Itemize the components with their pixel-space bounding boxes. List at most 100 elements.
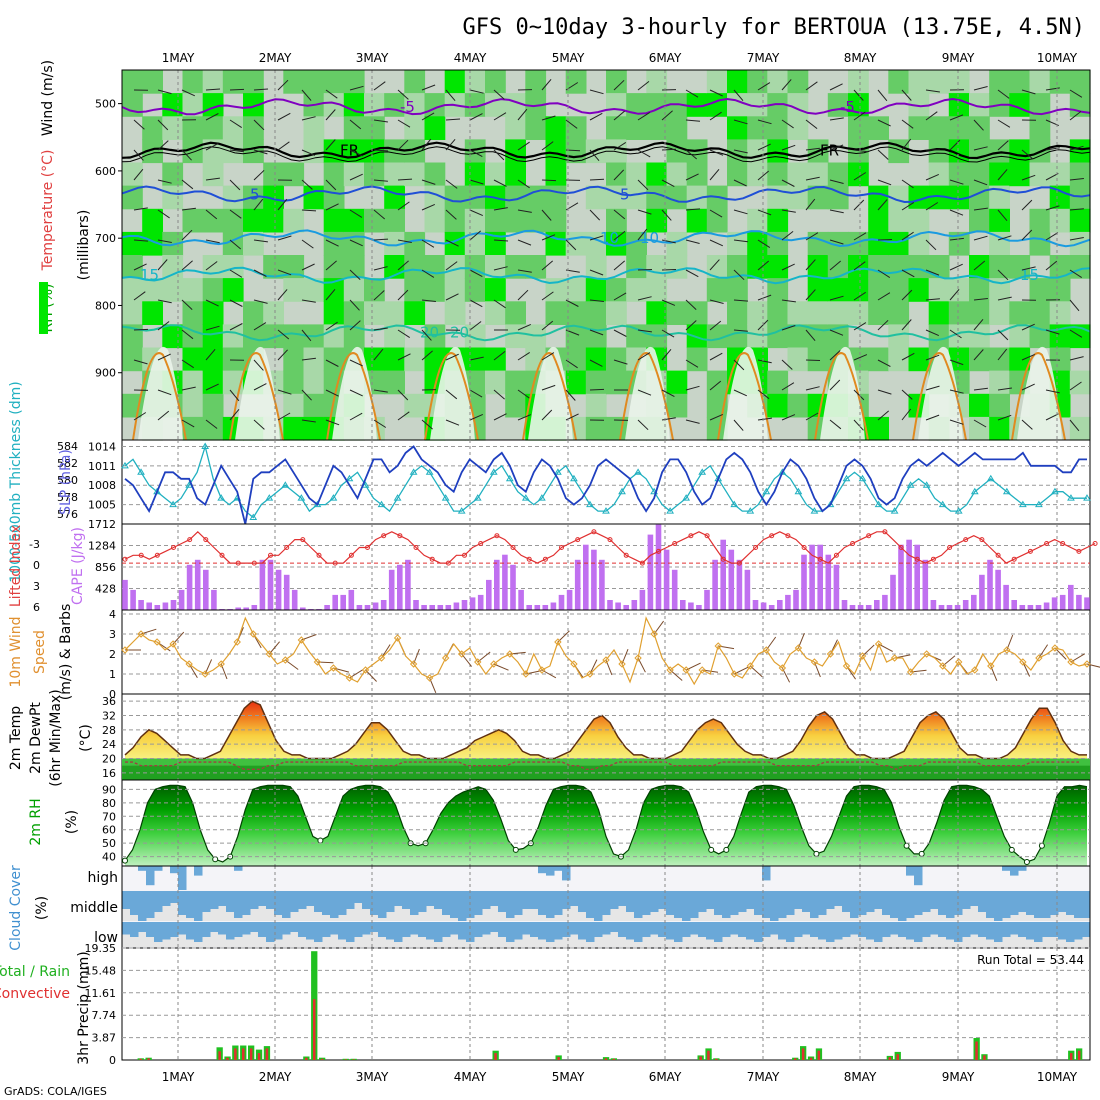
wind-barb bbox=[997, 209, 1008, 222]
cape-bar bbox=[558, 594, 565, 610]
wind-barb bbox=[661, 110, 673, 121]
rh-cell bbox=[444, 208, 466, 233]
li-marker bbox=[769, 533, 775, 539]
wind-marker bbox=[730, 670, 738, 678]
rh-cell bbox=[989, 301, 1010, 325]
cloud-bar bbox=[618, 922, 627, 937]
wind-barb bbox=[901, 231, 914, 241]
wind-barb bbox=[973, 298, 988, 301]
li-marker bbox=[559, 545, 564, 550]
wind-marker bbox=[409, 660, 418, 668]
thickness-marker bbox=[810, 507, 819, 514]
contour-label: -5 bbox=[840, 98, 855, 116]
rh-cell bbox=[989, 185, 1010, 210]
warm-contour bbox=[717, 352, 772, 441]
thickness-marker bbox=[1067, 494, 1075, 501]
cape-bar bbox=[696, 605, 702, 610]
wind-barb bbox=[157, 353, 171, 361]
cloud-bar bbox=[362, 922, 371, 935]
wind-marker bbox=[858, 652, 867, 660]
wind-barb bbox=[613, 260, 626, 271]
rh-cell bbox=[686, 93, 708, 117]
cloud-bar bbox=[794, 922, 803, 937]
cloud-bar bbox=[898, 891, 907, 921]
rh-cell bbox=[706, 370, 728, 395]
cape-bar bbox=[413, 600, 419, 610]
wind-barb bbox=[493, 413, 507, 421]
li-marker bbox=[365, 545, 370, 550]
wind-marker bbox=[474, 658, 482, 666]
rh-cell bbox=[948, 301, 970, 325]
wind-tick-label: 4 bbox=[109, 608, 116, 621]
wind-barb bbox=[397, 289, 409, 301]
cloud-bar bbox=[418, 922, 427, 937]
rh-tick-label: 70 bbox=[102, 810, 116, 823]
cloud-bar bbox=[930, 922, 939, 935]
wind-marker bbox=[522, 670, 530, 678]
rh-cell bbox=[464, 231, 486, 256]
wind-barb bbox=[181, 260, 193, 271]
wind-barb bbox=[469, 149, 483, 158]
cloud-bar bbox=[738, 922, 747, 937]
cape-bar bbox=[841, 600, 848, 610]
rh-cell bbox=[323, 324, 345, 349]
precip-convective-bar bbox=[249, 1048, 253, 1060]
wind-barb bbox=[613, 230, 626, 241]
wind-marker bbox=[602, 656, 610, 664]
cloud-bar bbox=[914, 866, 923, 886]
cloud-bar bbox=[858, 891, 867, 915]
wind-barb bbox=[733, 269, 745, 281]
wind-barb bbox=[1069, 381, 1082, 391]
rh-cell bbox=[384, 347, 405, 372]
wind-barb bbox=[541, 384, 556, 391]
rh-cell bbox=[787, 93, 809, 117]
wind-barb bbox=[805, 81, 818, 91]
wind-barb bbox=[997, 387, 1012, 391]
wind-barb bbox=[853, 389, 865, 401]
cloud-bar bbox=[250, 891, 259, 909]
wind-barb bbox=[661, 239, 676, 244]
rh-cell bbox=[182, 208, 204, 233]
cape-bar bbox=[930, 600, 937, 610]
rh-cell bbox=[384, 139, 405, 164]
wind-barb bbox=[685, 419, 700, 424]
wind-marker bbox=[714, 642, 722, 650]
rh-cell bbox=[343, 208, 365, 233]
rh-cell bbox=[283, 393, 305, 418]
rh-cell bbox=[1029, 116, 1051, 140]
rh-cell bbox=[928, 185, 950, 210]
precip-frame bbox=[121, 947, 1091, 1061]
cape-bar bbox=[1043, 602, 1050, 610]
cape-bar bbox=[874, 600, 880, 610]
wind-barb bbox=[301, 357, 316, 361]
cloud-bar bbox=[658, 922, 667, 937]
wind-marker bbox=[1067, 658, 1075, 666]
wind-barb bbox=[901, 289, 913, 301]
rh-cell bbox=[989, 162, 1010, 187]
cloud-bar bbox=[1018, 866, 1027, 871]
thickness-marker bbox=[489, 468, 498, 475]
rh-dry-patch bbox=[723, 346, 768, 440]
cape-bar bbox=[259, 559, 266, 610]
wind-barb bbox=[229, 323, 243, 331]
cloud-bar bbox=[410, 922, 419, 935]
li-marker bbox=[235, 560, 241, 566]
rh-marker bbox=[1038, 842, 1045, 849]
cloud-bar bbox=[130, 922, 139, 937]
rh-cell bbox=[767, 162, 789, 187]
rh-cell bbox=[646, 70, 668, 94]
contour-label: 20 bbox=[450, 323, 469, 341]
wind-marker bbox=[1051, 644, 1059, 652]
wind-marker bbox=[233, 638, 241, 646]
wind-barb bbox=[565, 359, 578, 369]
wind-marker bbox=[682, 666, 690, 674]
wind-barb bbox=[781, 325, 796, 331]
day-label-bottom: 1MAY bbox=[162, 1070, 195, 1084]
cloud-bar bbox=[610, 891, 619, 909]
wind-barb bbox=[781, 414, 796, 421]
wind-marker bbox=[281, 656, 290, 664]
rh-marker bbox=[1008, 846, 1015, 853]
cloud-bar bbox=[730, 922, 739, 935]
cloud-bar bbox=[298, 922, 307, 937]
run-total-label: Run Total = 53.44 bbox=[977, 953, 1084, 967]
